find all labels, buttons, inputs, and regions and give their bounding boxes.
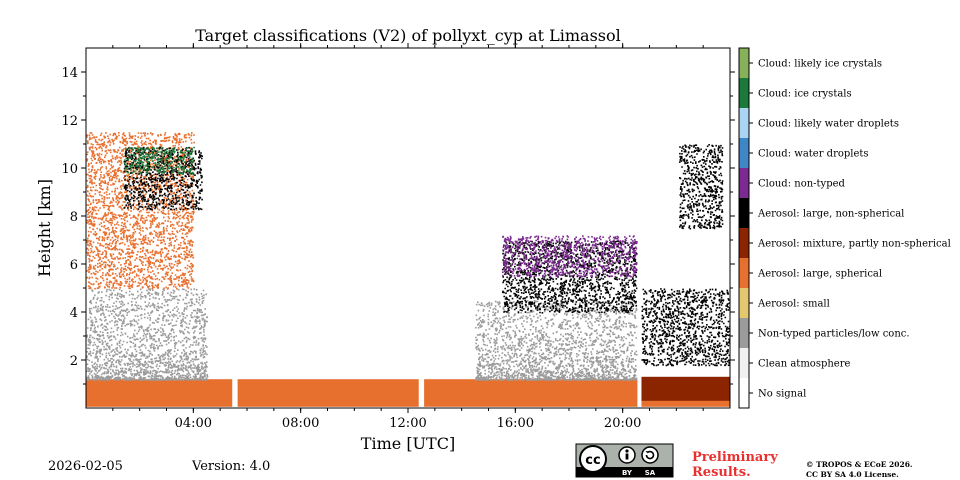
colorbar-label-8: Cloud: water droplets xyxy=(758,149,869,160)
colorbar-label-9: Cloud: likely water droplets xyxy=(758,119,899,130)
x-tick-label-1: 08:00 xyxy=(282,416,319,431)
cc-icon: cc xyxy=(579,445,607,473)
license-by-label: BY xyxy=(622,469,633,477)
colorbar-label-6: Aerosol: large, non-spherical xyxy=(757,209,904,220)
y-tick-label-2: 6 xyxy=(70,258,78,273)
x-tick-label-0: 04:00 xyxy=(175,416,212,431)
region-5 xyxy=(123,146,195,175)
colorbar-label-10: Cloud: ice crystals xyxy=(758,89,852,100)
colorbar-swatch-1 xyxy=(739,348,749,378)
no-signal-gap-2 xyxy=(637,276,642,408)
x-tick-label-2: 12:00 xyxy=(389,416,426,431)
colorbar-label-0: No signal xyxy=(758,389,806,400)
region-0 xyxy=(86,379,730,407)
colorbar-legend: No signal Clean atmosphere Non-typed parti… xyxy=(738,47,951,409)
y-tick-label-4: 10 xyxy=(61,162,78,177)
y-tick-label-5: 12 xyxy=(61,114,78,129)
colorbar-swatch-9 xyxy=(739,108,749,138)
no-signal-gap-0 xyxy=(232,276,238,408)
region-2 xyxy=(86,288,209,381)
colorbar-label-5: Aerosol: mixture, partly non-spherical xyxy=(757,239,951,250)
share-alike-icon xyxy=(641,446,659,464)
colorbar-label-3: Aerosol: small xyxy=(757,299,830,310)
colorbar-swatch-0 xyxy=(739,378,749,408)
region-4 xyxy=(123,146,203,211)
preliminary-results-line1: Preliminary xyxy=(692,450,778,465)
x-tick-label-3: 16:00 xyxy=(497,416,534,431)
colorbar-swatch-7 xyxy=(739,168,749,198)
chart-title: Target classifications (V2) of pollyxt_c… xyxy=(195,26,621,45)
y-tick-label-0: 2 xyxy=(70,354,78,369)
region-9 xyxy=(641,288,730,367)
region-7 xyxy=(501,240,638,314)
colorbar-swatch-3 xyxy=(739,288,749,318)
region-10 xyxy=(679,144,724,230)
colorbar-label-1: Clean atmosphere xyxy=(758,359,851,370)
footer-version: Version: 4.0 xyxy=(191,459,270,474)
y-axis: 2 4 6 8 10 12 14 xyxy=(61,66,735,385)
colorbar-label-2: Non-typed particles/low conc. xyxy=(758,329,910,340)
y-tick-label-3: 8 xyxy=(70,210,78,225)
region-6 xyxy=(475,300,638,381)
colorbar-swatch-5 xyxy=(739,228,749,258)
colorbar-label-4: Aerosol: large, spherical xyxy=(757,269,882,280)
license-sa-label: SA xyxy=(645,469,656,477)
region-8 xyxy=(502,235,638,278)
colorbar-swatch-11 xyxy=(739,48,749,78)
x-axis: 04:00 08:00 12:00 16:00 20:00 xyxy=(112,43,704,431)
colorbar-label-11: Cloud: likely ice crystals xyxy=(758,59,882,70)
colorbar-swatch-10 xyxy=(739,78,749,108)
plot-area xyxy=(86,132,730,408)
y-axis-label: Height [km] xyxy=(35,179,54,277)
y-tick-label-6: 14 xyxy=(61,66,78,81)
colorbar-swatch-2 xyxy=(739,318,749,348)
colorbar-swatch-6 xyxy=(739,198,749,228)
preliminary-results-line2: Results. xyxy=(692,465,751,480)
no-signal-gap-1 xyxy=(418,276,425,408)
colorbar-swatch-4 xyxy=(739,258,749,288)
x-tick-label-4: 20:00 xyxy=(604,416,641,431)
colorbar-frame xyxy=(738,47,750,409)
copyright-line2: CC BY SA 4.0 License. xyxy=(806,470,899,479)
attribution-person-icon xyxy=(618,446,636,464)
region-3 xyxy=(86,132,195,290)
copyright-line1: © TROPOS & ECoE 2026. xyxy=(806,460,913,469)
y-tick-label-1: 4 xyxy=(70,306,78,321)
cc-license-badge: cc BY SA xyxy=(575,443,674,478)
footer-date: 2026-02-05 xyxy=(48,459,123,474)
x-axis-label: Time [UTC] xyxy=(361,434,455,453)
colorbar-label-7: Cloud: non-typed xyxy=(758,179,846,190)
colorbar-swatch-8 xyxy=(739,138,749,168)
region-1 xyxy=(641,376,730,401)
plot-frame xyxy=(85,47,731,409)
svg-text:cc: cc xyxy=(585,453,600,468)
